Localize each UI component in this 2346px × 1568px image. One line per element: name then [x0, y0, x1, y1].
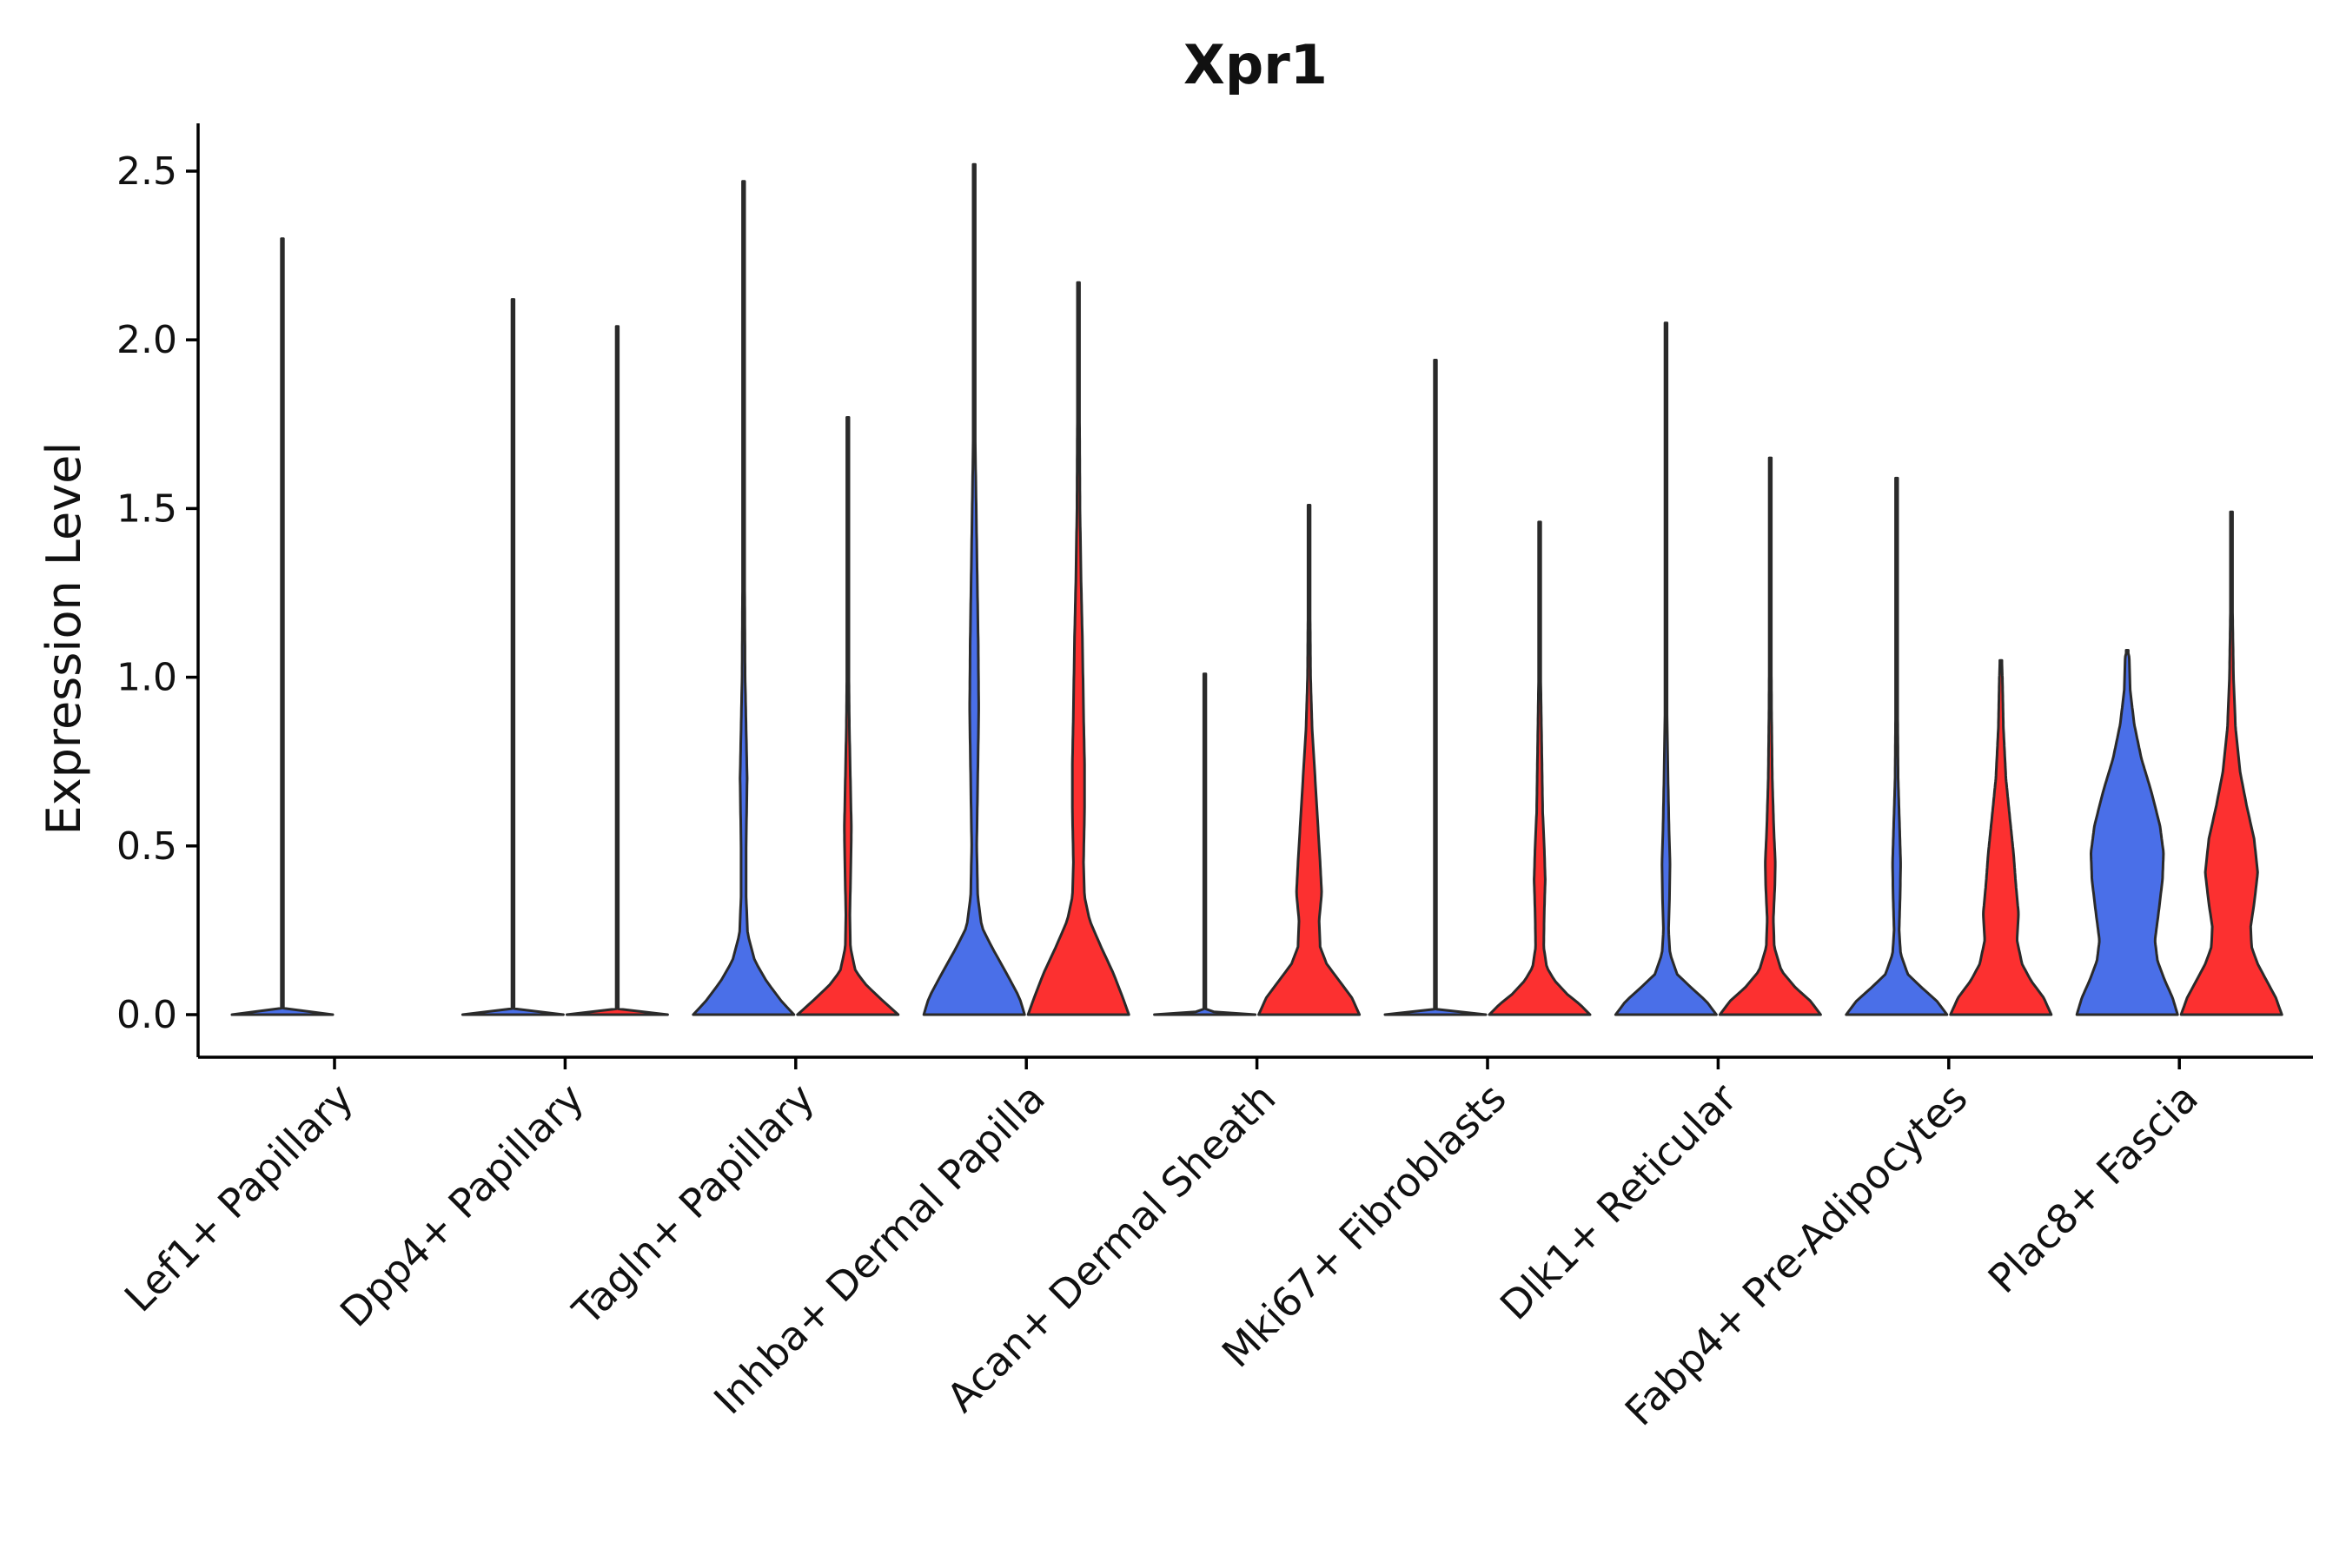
violin-group1-2: [692, 180, 796, 1016]
y-tick-label: 2.5: [116, 149, 177, 194]
y-axis-label: Expression Level: [36, 442, 91, 836]
x-tick-label: Dlk1+ Reticular: [1491, 1075, 1746, 1329]
violin-group1-8: [2075, 649, 2179, 1016]
violin-group2-4: [1257, 504, 1362, 1016]
violin-group2-6: [1718, 456, 1822, 1016]
violin-group1-4: [1153, 672, 1257, 1016]
violin-group2-8: [2179, 510, 2283, 1016]
y-tick-label: 0.5: [116, 824, 177, 869]
y-tick-label: 0.0: [116, 993, 177, 1037]
x-tick-label: Tagln+ Papillary: [563, 1075, 824, 1335]
y-tick-label: 2.0: [116, 318, 177, 362]
violin-group1-0: [230, 237, 335, 1016]
x-tick-label: Dpp4+ Papillary: [331, 1075, 593, 1336]
y-tick-label: 1.0: [116, 656, 177, 700]
violin-group2-3: [1026, 281, 1130, 1016]
chart-title: Xpr1: [1183, 33, 1328, 96]
violins-layer: [230, 162, 2283, 1016]
violin-group1-6: [1614, 321, 1718, 1016]
violin-group2-5: [1488, 520, 1592, 1016]
violin-group2-1: [565, 325, 669, 1016]
violin-group1-1: [461, 298, 565, 1016]
y-tick-label: 1.5: [116, 486, 177, 531]
violin-group2-2: [796, 416, 900, 1016]
violin-group1-3: [922, 162, 1026, 1016]
violin-group2-7: [1949, 658, 2053, 1016]
x-tick-label: Lef1+ Papillary: [116, 1075, 362, 1321]
x-tick-label: Plac8+ Fascia: [1979, 1075, 2207, 1302]
violin-group1-5: [1383, 359, 1488, 1016]
violin-group1-7: [1845, 476, 1949, 1016]
